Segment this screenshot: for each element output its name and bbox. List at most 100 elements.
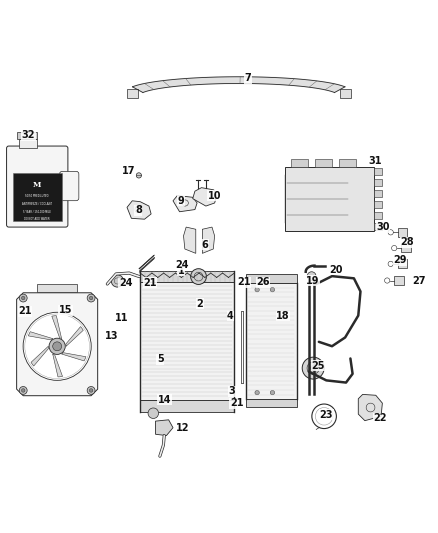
Text: 14: 14 <box>158 394 171 405</box>
Polygon shape <box>193 188 217 206</box>
Text: 5: 5 <box>157 354 164 365</box>
Text: 13: 13 <box>105 330 118 341</box>
Polygon shape <box>155 420 173 435</box>
Circle shape <box>21 296 25 300</box>
Circle shape <box>191 269 206 285</box>
Text: 18: 18 <box>276 311 290 321</box>
Polygon shape <box>127 201 151 219</box>
Bar <box>398 260 407 268</box>
Circle shape <box>87 294 95 302</box>
Text: 24: 24 <box>119 278 132 288</box>
Text: 25: 25 <box>311 361 325 371</box>
Bar <box>374 212 382 219</box>
Bar <box>246 399 297 407</box>
Bar <box>339 159 356 167</box>
Bar <box>398 228 407 237</box>
FancyBboxPatch shape <box>64 179 74 195</box>
Bar <box>19 139 37 148</box>
Text: 20: 20 <box>330 265 343 275</box>
Text: M: M <box>33 181 42 189</box>
Text: 7: 7 <box>244 73 251 83</box>
Text: 21: 21 <box>18 306 32 316</box>
Text: 22: 22 <box>373 413 386 423</box>
Circle shape <box>87 386 95 394</box>
FancyBboxPatch shape <box>60 171 79 201</box>
Text: 12: 12 <box>176 423 189 433</box>
Bar <box>401 244 411 253</box>
Circle shape <box>136 173 141 178</box>
Circle shape <box>111 275 124 287</box>
Text: 2: 2 <box>196 298 203 309</box>
Bar <box>374 201 382 208</box>
Bar <box>315 159 332 167</box>
Bar <box>140 271 234 282</box>
Circle shape <box>19 294 27 302</box>
Circle shape <box>89 296 93 300</box>
Text: 28: 28 <box>400 237 414 247</box>
Polygon shape <box>17 293 98 395</box>
Text: 1: 1 <box>177 266 184 276</box>
Text: 21: 21 <box>237 277 250 287</box>
Text: 9: 9 <box>177 196 184 206</box>
Bar <box>374 190 382 197</box>
Bar <box>374 223 382 230</box>
Bar <box>246 283 297 399</box>
Polygon shape <box>358 394 382 421</box>
Bar <box>140 282 234 400</box>
Text: 23: 23 <box>320 409 333 419</box>
Circle shape <box>23 312 91 381</box>
Text: 50/50 PREDILUTED: 50/50 PREDILUTED <box>25 194 49 198</box>
Polygon shape <box>184 227 196 253</box>
Text: 11: 11 <box>115 313 128 323</box>
Polygon shape <box>28 332 53 340</box>
Text: 19: 19 <box>306 276 319 286</box>
Polygon shape <box>202 227 215 253</box>
Circle shape <box>302 357 324 379</box>
Text: 32: 32 <box>22 130 35 140</box>
Text: 5 YEAR / 150,000 MILE: 5 YEAR / 150,000 MILE <box>23 209 51 214</box>
FancyBboxPatch shape <box>7 146 68 227</box>
Bar <box>140 400 234 413</box>
Polygon shape <box>53 354 63 377</box>
Circle shape <box>19 386 27 394</box>
Circle shape <box>255 391 259 395</box>
Text: 29: 29 <box>393 255 406 265</box>
Bar <box>394 276 404 285</box>
Bar <box>340 89 351 98</box>
Text: 31: 31 <box>368 156 381 166</box>
Circle shape <box>270 391 275 395</box>
Text: 21: 21 <box>143 278 156 288</box>
Circle shape <box>53 342 62 351</box>
Bar <box>246 273 297 283</box>
Bar <box>374 179 382 186</box>
Text: 6: 6 <box>201 240 208 249</box>
Text: 24: 24 <box>175 260 188 270</box>
Polygon shape <box>132 77 345 93</box>
Text: 10: 10 <box>208 190 221 200</box>
Circle shape <box>49 338 65 354</box>
Circle shape <box>307 272 316 280</box>
Bar <box>285 167 374 231</box>
Polygon shape <box>62 353 86 361</box>
Circle shape <box>89 389 93 392</box>
Circle shape <box>148 408 159 418</box>
Text: 4: 4 <box>227 311 234 321</box>
Text: 17: 17 <box>122 166 135 176</box>
Bar <box>127 89 138 98</box>
Circle shape <box>255 287 259 292</box>
Polygon shape <box>31 346 49 366</box>
Bar <box>374 168 382 175</box>
Polygon shape <box>66 327 83 346</box>
Circle shape <box>311 366 316 371</box>
Text: 27: 27 <box>412 276 425 286</box>
Bar <box>291 159 308 167</box>
Text: DO NOT ADD WATER: DO NOT ADD WATER <box>25 217 50 221</box>
Circle shape <box>270 287 275 292</box>
Polygon shape <box>52 316 62 338</box>
Text: 8: 8 <box>135 205 142 215</box>
Text: 15: 15 <box>59 305 72 316</box>
Text: 21: 21 <box>230 398 243 408</box>
Text: 3: 3 <box>229 386 236 397</box>
Text: 26: 26 <box>256 277 269 287</box>
Bar <box>13 173 62 221</box>
